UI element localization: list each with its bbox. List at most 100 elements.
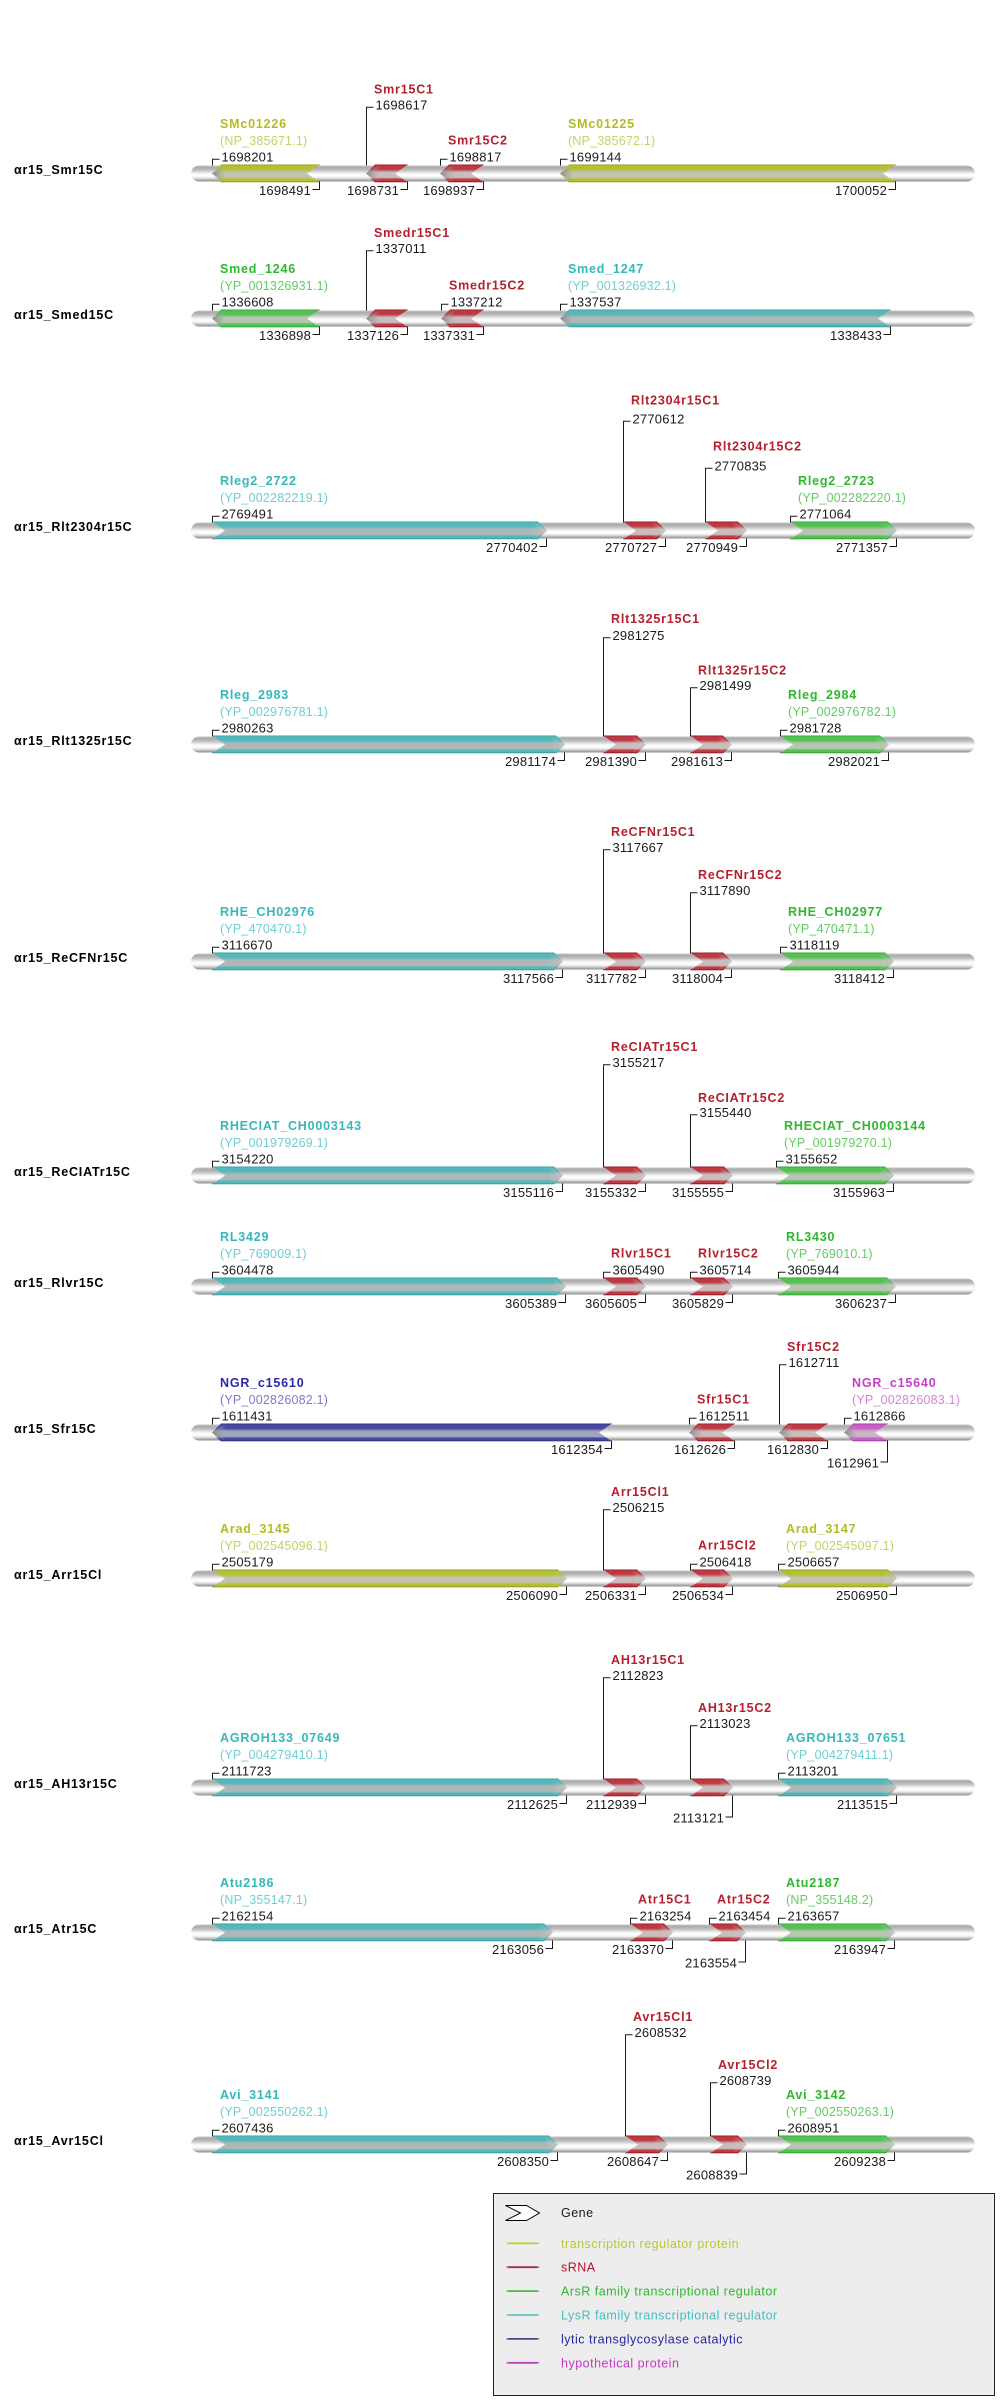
svg-text:RHE_CH02976: RHE_CH02976 bbox=[220, 905, 315, 919]
svg-text:(YP_002976781.1): (YP_002976781.1) bbox=[220, 705, 328, 719]
svg-text:αr15_Rlt1325r15C: αr15_Rlt1325r15C bbox=[14, 734, 132, 748]
svg-text:ArsR family transcriptional re: ArsR family transcriptional regulator bbox=[561, 2285, 778, 2299]
svg-text:3118119: 3118119 bbox=[790, 938, 840, 953]
svg-text:1336608: 1336608 bbox=[222, 295, 274, 310]
svg-text:(YP_001979269.1): (YP_001979269.1) bbox=[220, 1136, 328, 1150]
svg-text:2506657: 2506657 bbox=[788, 1555, 840, 1570]
svg-text:2981275: 2981275 bbox=[613, 628, 665, 643]
svg-text:1698937: 1698937 bbox=[423, 183, 475, 198]
svg-text:Avr15Cl1: Avr15Cl1 bbox=[633, 2010, 693, 2024]
svg-text:Smr15C2: Smr15C2 bbox=[448, 134, 508, 148]
svg-text:(NP_355148.2): (NP_355148.2) bbox=[786, 1893, 873, 1907]
svg-text:RHECIAT_CH0003143: RHECIAT_CH0003143 bbox=[220, 1119, 362, 1133]
svg-text:Atr15C1: Atr15C1 bbox=[638, 1893, 692, 1907]
svg-text:2163056: 2163056 bbox=[492, 1942, 544, 1957]
svg-text:NGR_c15610: NGR_c15610 bbox=[220, 1376, 304, 1390]
svg-text:NGR_c15640: NGR_c15640 bbox=[852, 1376, 936, 1390]
svg-text:3604478: 3604478 bbox=[222, 1263, 274, 1278]
svg-text:1337011: 1337011 bbox=[376, 241, 427, 256]
svg-text:3606237: 3606237 bbox=[835, 1296, 887, 1311]
svg-text:2608739: 2608739 bbox=[720, 2073, 772, 2088]
svg-text:2981390: 2981390 bbox=[585, 754, 637, 769]
svg-text:(NP_385671.1): (NP_385671.1) bbox=[220, 134, 307, 148]
svg-text:2506090: 2506090 bbox=[506, 1588, 558, 1603]
svg-text:SMc01225: SMc01225 bbox=[568, 117, 635, 131]
svg-text:2163657: 2163657 bbox=[788, 1909, 840, 1924]
svg-text:2980263: 2980263 bbox=[222, 721, 274, 736]
svg-text:1612961: 1612961 bbox=[827, 1456, 879, 1471]
svg-text:3605944: 3605944 bbox=[788, 1263, 840, 1278]
svg-text:3605829: 3605829 bbox=[672, 1296, 724, 1311]
svg-text:(YP_001979270.1): (YP_001979270.1) bbox=[784, 1136, 892, 1150]
svg-text:2770402: 2770402 bbox=[486, 540, 538, 555]
svg-text:3118412: 3118412 bbox=[834, 971, 885, 986]
svg-text:sRNA: sRNA bbox=[561, 2261, 596, 2275]
svg-text:2111723: 2111723 bbox=[222, 1764, 272, 1779]
svg-text:Rlt1325r15C2: Rlt1325r15C2 bbox=[698, 664, 787, 678]
svg-text:ReCIATr15C1: ReCIATr15C1 bbox=[611, 1040, 698, 1054]
svg-text:1338433: 1338433 bbox=[830, 328, 882, 343]
svg-text:Rleg2_2722: Rleg2_2722 bbox=[220, 474, 297, 488]
svg-text:Arr15Cl1: Arr15Cl1 bbox=[611, 1485, 670, 1499]
svg-text:Rleg_2984: Rleg_2984 bbox=[788, 688, 857, 702]
svg-text:αr15_Avr15Cl: αr15_Avr15Cl bbox=[14, 2134, 104, 2148]
svg-text:2113023: 2113023 bbox=[700, 1716, 751, 1731]
svg-text:Smed_1247: Smed_1247 bbox=[568, 262, 644, 276]
svg-text:Avi_3142: Avi_3142 bbox=[786, 2088, 846, 2102]
svg-text:1337537: 1337537 bbox=[570, 295, 622, 310]
svg-text:3155963: 3155963 bbox=[833, 1185, 885, 1200]
svg-text:αr15_AH13r15C: αr15_AH13r15C bbox=[14, 1777, 118, 1791]
svg-text:2608839: 2608839 bbox=[686, 2168, 738, 2183]
svg-text:3117890: 3117890 bbox=[700, 883, 751, 898]
svg-text:αr15_Rlt2304r15C: αr15_Rlt2304r15C bbox=[14, 520, 132, 534]
svg-text:(YP_002545096.1): (YP_002545096.1) bbox=[220, 1539, 328, 1553]
svg-text:Smedr15C2: Smedr15C2 bbox=[449, 279, 525, 293]
svg-text:AGROH133_07649: AGROH133_07649 bbox=[220, 1731, 340, 1745]
svg-text:RHE_CH02977: RHE_CH02977 bbox=[788, 905, 883, 919]
svg-text:(YP_002826083.1): (YP_002826083.1) bbox=[852, 1393, 960, 1407]
svg-text:Rlt2304r15C2: Rlt2304r15C2 bbox=[713, 440, 802, 454]
svg-text:2608951: 2608951 bbox=[788, 2121, 840, 2136]
svg-text:Avi_3141: Avi_3141 bbox=[220, 2088, 280, 2102]
svg-text:3118004: 3118004 bbox=[672, 971, 723, 986]
svg-text:2505179: 2505179 bbox=[222, 1555, 274, 1570]
svg-text:2112939: 2112939 bbox=[586, 1797, 637, 1812]
svg-text:Rleg_2983: Rleg_2983 bbox=[220, 688, 289, 702]
svg-text:2609238: 2609238 bbox=[834, 2154, 886, 2169]
svg-text:1612511: 1612511 bbox=[699, 1409, 750, 1424]
svg-text:αr15_Arr15Cl: αr15_Arr15Cl bbox=[14, 1568, 102, 1582]
svg-text:Rlvr15C1: Rlvr15C1 bbox=[611, 1247, 672, 1261]
svg-text:AGROH133_07651: AGROH133_07651 bbox=[786, 1731, 906, 1745]
svg-text:2163454: 2163454 bbox=[719, 1909, 771, 1924]
svg-text:Arr15Cl2: Arr15Cl2 bbox=[698, 1539, 757, 1553]
svg-text:3155652: 3155652 bbox=[786, 1152, 838, 1167]
svg-text:(NP_355147.1): (NP_355147.1) bbox=[220, 1893, 307, 1907]
svg-text:LysR family transcriptional re: LysR family transcriptional regulator bbox=[561, 2309, 778, 2323]
svg-text:2506534: 2506534 bbox=[672, 1588, 724, 1603]
svg-text:1612711: 1612711 bbox=[789, 1355, 840, 1370]
svg-text:(YP_002550263.1): (YP_002550263.1) bbox=[786, 2105, 894, 2119]
svg-text:2981613: 2981613 bbox=[671, 754, 723, 769]
svg-text:3155116: 3155116 bbox=[503, 1185, 554, 1200]
svg-text:hypothetical protein: hypothetical protein bbox=[561, 2356, 679, 2370]
svg-text:Atu2186: Atu2186 bbox=[220, 1876, 274, 1890]
svg-text:αr15_ReCIATr15C: αr15_ReCIATr15C bbox=[14, 1165, 131, 1179]
svg-text:AH13r15C1: AH13r15C1 bbox=[611, 1653, 685, 1667]
svg-text:3605389: 3605389 bbox=[505, 1296, 557, 1311]
svg-text:1612626: 1612626 bbox=[674, 1442, 726, 1457]
svg-text:αr15_Smr15C: αr15_Smr15C bbox=[14, 163, 103, 177]
svg-text:(YP_002976782.1): (YP_002976782.1) bbox=[788, 705, 896, 719]
svg-text:Atr15C2: Atr15C2 bbox=[717, 1893, 771, 1907]
svg-text:ReCIATr15C2: ReCIATr15C2 bbox=[698, 1091, 785, 1105]
svg-text:1337126: 1337126 bbox=[347, 328, 399, 343]
svg-text:Smr15C1: Smr15C1 bbox=[374, 83, 434, 97]
svg-text:3605490: 3605490 bbox=[613, 1263, 665, 1278]
svg-text:Rlvr15C2: Rlvr15C2 bbox=[698, 1247, 759, 1261]
svg-text:1698491: 1698491 bbox=[259, 183, 311, 198]
svg-text:3155217: 3155217 bbox=[613, 1055, 665, 1070]
svg-text:(YP_001326931.1): (YP_001326931.1) bbox=[220, 279, 328, 293]
svg-text:2771357: 2771357 bbox=[836, 540, 888, 555]
svg-text:Arad_3147: Arad_3147 bbox=[786, 1522, 856, 1536]
svg-text:2608350: 2608350 bbox=[497, 2154, 549, 2169]
svg-text:(YP_769009.1): (YP_769009.1) bbox=[220, 1247, 307, 1261]
